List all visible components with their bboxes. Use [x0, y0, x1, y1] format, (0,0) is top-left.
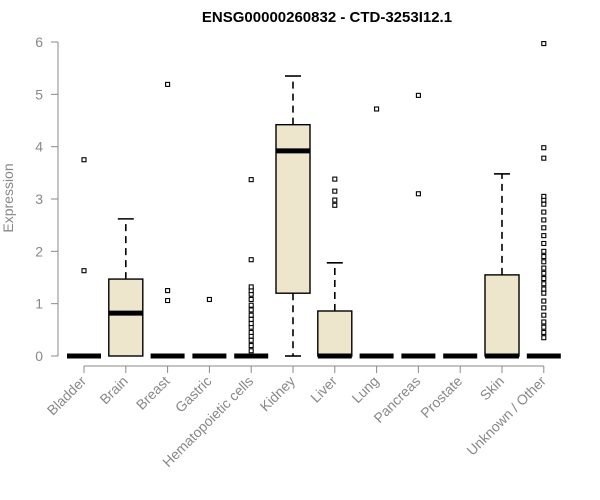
x-category-label: Kidney: [257, 373, 299, 415]
outlier-point: [541, 155, 547, 161]
outlier-point: [248, 302, 254, 308]
outlier-point: [248, 337, 254, 343]
y-tick-label: 0: [35, 348, 43, 364]
box-liver: [317, 176, 353, 359]
outlier-point: [541, 217, 547, 223]
outlier-point: [541, 335, 547, 341]
outlier-point: [541, 233, 547, 239]
outlier-point: [332, 197, 338, 203]
outlier-point: [248, 307, 254, 313]
outlier-point: [248, 329, 254, 336]
outlier-point: [541, 248, 547, 254]
x-category-label: Liver: [307, 373, 340, 406]
x-category-label: Prostate: [417, 373, 465, 421]
outlier-point: [541, 281, 547, 287]
outlier-point: [541, 275, 547, 282]
outlier-point: [541, 270, 547, 276]
outlier-point: [248, 316, 254, 322]
outlier-point: [541, 305, 547, 311]
outlier-point: [541, 193, 547, 199]
outlier-point: [81, 157, 87, 163]
outlier-point: [248, 284, 254, 290]
outlier-point: [541, 209, 547, 215]
outlier-point: [541, 201, 547, 207]
box-gastric: [192, 296, 227, 359]
outlier-point: [165, 288, 171, 294]
outlier-point: [248, 348, 254, 354]
outlier-point: [332, 202, 338, 208]
outlier-point: [541, 290, 547, 296]
box-body: [317, 310, 353, 357]
outlier-point: [165, 297, 171, 304]
x-category-label: Skin: [477, 373, 508, 404]
y-tick-label: 1: [35, 296, 43, 312]
x-category-label: Breast: [133, 373, 173, 413]
outlier-point: [541, 145, 547, 151]
outlier-point: [248, 296, 254, 303]
outlier-point: [415, 191, 421, 197]
outlier-point: [81, 268, 87, 274]
y-tick-label: 6: [35, 34, 43, 50]
outlier-point: [248, 177, 254, 183]
y-axis-label: Expression: [0, 163, 16, 232]
x-category-label: Lung: [348, 373, 381, 406]
outlier-point: [332, 176, 338, 182]
box-body: [484, 274, 520, 357]
box-brain: [108, 218, 144, 357]
x-category-label: Bladder: [44, 373, 90, 419]
outlier-point: [374, 106, 380, 112]
outlier-point: [206, 296, 212, 303]
chart-title: ENSG00000260832 - CTD-3253I12.1: [202, 9, 452, 26]
outlier-point: [248, 312, 254, 318]
outlier-point: [541, 298, 547, 304]
x-category-label: Brain: [96, 373, 130, 407]
box-skin: [484, 173, 520, 359]
box-pancreas: [401, 92, 436, 359]
outlier-point: [165, 81, 171, 87]
outlier-point: [541, 265, 547, 271]
box-unknown-other: [526, 41, 561, 359]
outlier-point: [541, 259, 547, 265]
outlier-point: [541, 225, 547, 231]
outlier-point: [541, 286, 547, 292]
y-tick-label: 5: [35, 86, 43, 102]
outlier-point: [541, 254, 547, 260]
outlier-point: [541, 240, 547, 247]
x-category-label: Unknown / Other: [463, 373, 549, 459]
outlier-point: [248, 342, 254, 349]
box-body: [108, 278, 144, 357]
outlier-point: [541, 312, 547, 318]
box-lung: [359, 106, 394, 359]
box-bladder: [67, 157, 101, 359]
outlier-point: [248, 321, 254, 327]
outlier-point: [541, 324, 547, 330]
y-tick-label: 2: [35, 243, 43, 259]
outlier-point: [541, 41, 547, 47]
outlier-point: [541, 319, 547, 325]
box-hematopoietic-cells: [234, 177, 269, 359]
y-tick-label: 3: [35, 191, 43, 207]
y-tick-label: 4: [35, 139, 43, 155]
outlier-point: [332, 188, 338, 194]
outlier-point: [415, 92, 421, 98]
outlier-point: [541, 329, 547, 336]
y-axis: 0 1 2 3 4 5 6: [35, 34, 59, 364]
box-kidney: [275, 75, 311, 357]
box-breast: [150, 81, 185, 359]
box-series: [67, 41, 561, 359]
outlier-point: [248, 257, 254, 263]
